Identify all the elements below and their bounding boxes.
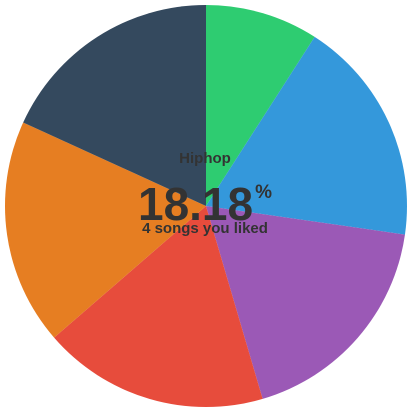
- pie-slice-1[interactable]: [206, 5, 315, 206]
- percent-number: 18.18: [137, 178, 254, 230]
- pie-slice-5[interactable]: [4, 122, 206, 338]
- pie-slice-6[interactable]: [23, 5, 206, 206]
- pie-slice-2[interactable]: [206, 36, 407, 235]
- pie-slice-3[interactable]: [206, 206, 405, 399]
- percent-sign: %: [255, 182, 273, 203]
- center-percent-value: 18.18%: [0, 165, 410, 232]
- center-genre-label: Hiphop: [179, 150, 231, 167]
- pie-slice-4[interactable]: [54, 206, 263, 408]
- center-subtitle: 4 songs you liked: [142, 220, 268, 237]
